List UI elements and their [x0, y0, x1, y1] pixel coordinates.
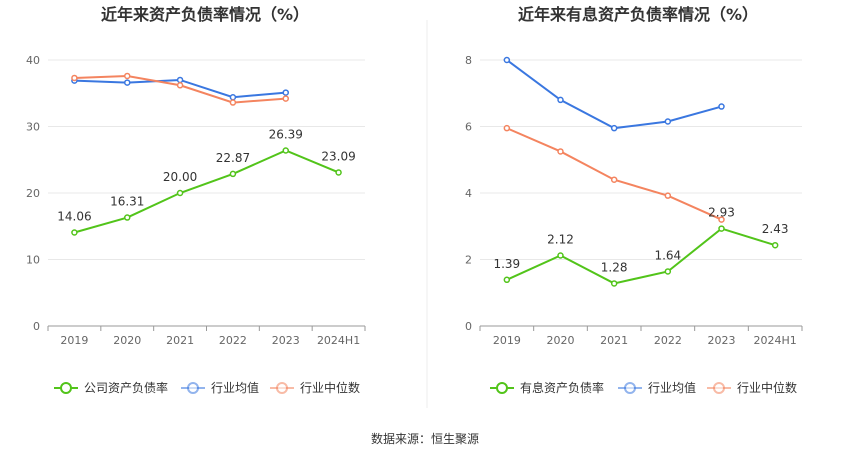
- x-tick-label: 2021: [600, 334, 628, 347]
- legend-item-0[interactable]: 有息资产负债率: [490, 380, 604, 395]
- data-point: [282, 89, 289, 96]
- data-point: [335, 169, 342, 176]
- legend-swatch-marker: [713, 382, 725, 394]
- x-tick-label: 2021: [166, 334, 194, 347]
- data-label: 20.00: [163, 170, 197, 184]
- legend-label: 有息资产负债率: [520, 380, 604, 395]
- y-tick-label: 0: [33, 320, 40, 333]
- data-point: [718, 103, 725, 110]
- y-tick-label: 20: [26, 187, 40, 200]
- data-point: [664, 192, 672, 199]
- x-tick-label: 2020: [547, 334, 575, 347]
- data-point: [229, 170, 237, 178]
- data-point: [664, 268, 672, 275]
- legend-swatch-marker: [187, 382, 199, 394]
- data-point: [771, 241, 779, 249]
- x-tick-label: 2023: [708, 334, 736, 347]
- legend-swatch-marker: [60, 382, 72, 394]
- data-label: 23.09: [321, 149, 355, 163]
- data-point: [610, 176, 618, 183]
- data-label: 1.28: [601, 260, 628, 274]
- y-tick-label: 30: [26, 121, 40, 134]
- data-point: [71, 229, 78, 236]
- data-point: [282, 147, 289, 154]
- legend-swatch-marker: [624, 382, 636, 394]
- legend-swatch-marker: [496, 382, 508, 394]
- data-label: 1.64: [654, 248, 681, 262]
- y-tick-label: 6: [465, 121, 472, 134]
- data-label: 2.43: [762, 222, 789, 236]
- data-point: [503, 56, 511, 64]
- legend-label: 行业中位数: [300, 380, 360, 395]
- x-tick-label: 2020: [113, 334, 141, 347]
- legend-item-2[interactable]: 行业中位数: [707, 380, 797, 395]
- y-tick-label: 0: [465, 320, 472, 333]
- legend-label: 行业均值: [211, 380, 259, 395]
- data-label: 2.93: [708, 206, 735, 220]
- legend-label: 公司资产负债率: [84, 380, 168, 395]
- series-line-2: [506, 127, 722, 221]
- data-point: [718, 216, 725, 223]
- y-tick-label: 4: [465, 187, 472, 200]
- x-tick-label: 2023: [272, 334, 300, 347]
- data-point: [610, 280, 618, 287]
- y-tick-label: 40: [26, 54, 40, 67]
- data-point: [71, 74, 78, 82]
- chart-title: 近年来有息资产负债率情况（%）: [518, 5, 758, 24]
- data-point: [664, 118, 672, 125]
- y-tick-label: 2: [465, 254, 472, 267]
- data-point: [503, 276, 511, 284]
- legend-swatch-marker: [276, 382, 288, 394]
- data-label: 26.39: [269, 128, 303, 142]
- legend-item-1[interactable]: 行业均值: [181, 380, 259, 395]
- data-point: [124, 214, 131, 221]
- chart-debt-ratio: 近年来资产负债率情况（%） 0 10 20 30 40 2019 2020 2021 2022 20…: [26, 5, 366, 395]
- data-point: [229, 93, 237, 101]
- series-line-0: [506, 227, 776, 285]
- data-label: 2.12: [547, 233, 574, 247]
- data-point: [557, 96, 564, 104]
- legend-item-0[interactable]: 公司资产负债率: [54, 380, 168, 395]
- x-tick-label: 2024H1: [754, 334, 797, 347]
- y-tick-label: 8: [465, 54, 472, 67]
- data-point: [557, 252, 564, 259]
- data-point: [176, 76, 184, 84]
- x-tick-label: 2019: [493, 334, 521, 347]
- data-point: [229, 99, 237, 106]
- data-label: 14.06: [57, 210, 91, 224]
- series-line-0: [74, 149, 339, 234]
- x-tick-label: 2024H1: [317, 334, 360, 347]
- data-point: [176, 82, 184, 89]
- data-label: 1.39: [493, 257, 520, 271]
- data-point: [282, 95, 289, 102]
- data-label: 22.87: [216, 151, 250, 165]
- chart-title: 近年来资产负债率情况（%）: [101, 5, 309, 24]
- data-point: [718, 225, 725, 232]
- data-point: [610, 124, 618, 132]
- source-note: 数据来源：恒生聚源: [371, 431, 479, 446]
- x-tick-label: 2022: [654, 334, 682, 347]
- chart-interest-debt-ratio: 近年来有息资产负债率情况（%） 0 2 4 6 8 2019 2020 2021 2022 2023…: [465, 5, 803, 395]
- series-line-1: [506, 59, 722, 130]
- legend-label: 行业中位数: [737, 380, 797, 395]
- x-tick-label: 2019: [60, 334, 88, 347]
- legend-label: 行业均值: [648, 380, 696, 395]
- legend-item-1[interactable]: 行业均值: [618, 380, 696, 395]
- data-label: 16.31: [110, 195, 144, 209]
- data-point: [124, 72, 131, 80]
- data-point: [124, 79, 131, 86]
- legend-item-2[interactable]: 行业中位数: [270, 380, 360, 395]
- x-tick-label: 2022: [219, 334, 247, 347]
- y-tick-label: 10: [26, 254, 40, 267]
- data-point: [503, 124, 511, 132]
- data-point: [176, 189, 184, 197]
- data-point: [557, 148, 564, 155]
